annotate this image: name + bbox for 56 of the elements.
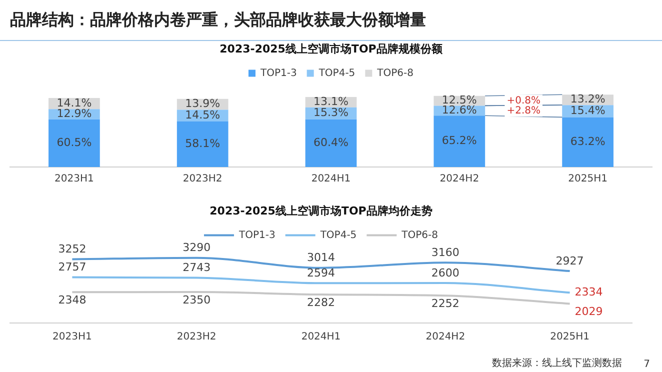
data-label: 60.5% xyxy=(56,136,92,150)
data-label: 14.1% xyxy=(56,96,92,110)
text: 品牌结构：品牌价格内卷严重，头部品牌收获最大份额增量 xyxy=(10,10,426,30)
bar xyxy=(176,121,228,167)
chart-title: 2023-2025线上空调市场TOP品牌均价走势 xyxy=(210,204,432,218)
data-label: 2252 xyxy=(431,296,460,310)
data-label: 14.5% xyxy=(185,108,220,122)
data-label: 2600 xyxy=(431,266,460,280)
legend-label: TOP6-8 xyxy=(400,230,438,241)
data-label: 2350 xyxy=(182,293,211,306)
legend-label: TOP4-5 xyxy=(318,68,356,79)
x-tick-label: 2023H2 xyxy=(176,332,216,343)
x-tick-label: 2024H2 xyxy=(440,174,480,185)
legend-label: TOP6-8 xyxy=(376,68,414,79)
annotation: +2.8% xyxy=(506,105,540,116)
x-tick-label: 2025H1 xyxy=(568,174,608,185)
x-tick-label: 2025H1 xyxy=(550,332,590,343)
data-label: 2743 xyxy=(182,261,211,274)
x-tick-label: 2024H2 xyxy=(426,332,466,343)
x-tick-label: 2024H1 xyxy=(311,174,351,185)
data-label: 2927 xyxy=(556,254,584,268)
data-label: 60.4% xyxy=(314,136,348,150)
data-label: 13.1% xyxy=(314,95,348,108)
bar xyxy=(434,116,486,167)
data-label: 65.2% xyxy=(442,134,477,148)
data-label: 2348 xyxy=(58,293,86,306)
annotation: +0.8% xyxy=(506,95,540,106)
data-label: 2029 xyxy=(574,305,603,318)
data-label: 3252 xyxy=(58,242,86,256)
data-label: 15.4% xyxy=(570,104,606,117)
data-label: 2757 xyxy=(58,260,86,274)
x-tick-label: 2023H1 xyxy=(54,174,94,185)
legend-label: TOP1-3 xyxy=(259,68,297,79)
data-label: 2282 xyxy=(307,296,335,309)
data-label: 3290 xyxy=(182,241,211,254)
data-label: 2334 xyxy=(574,286,603,298)
data-label: 3160 xyxy=(431,246,460,259)
data-label: 15.3% xyxy=(314,106,348,120)
bar xyxy=(562,117,614,167)
data-label: 12.9% xyxy=(56,107,92,120)
bar xyxy=(305,119,357,167)
source-note: 数据来源：线上线下监测数据 xyxy=(492,356,622,370)
data-label: 58.1% xyxy=(185,136,220,150)
text: 7 xyxy=(644,359,650,370)
data-label: 3014 xyxy=(307,251,335,264)
legend-label: TOP1-3 xyxy=(238,230,276,241)
bar xyxy=(48,119,100,167)
data-label: 2594 xyxy=(307,266,335,280)
legend-label: TOP4-5 xyxy=(319,230,357,241)
data-label: 63.2% xyxy=(570,134,606,148)
chart-title: 2023-2025线上空调市场TOP品牌规模份额 xyxy=(220,42,444,56)
x-tick-label: 2023H1 xyxy=(52,332,92,343)
data-label: 13.9% xyxy=(185,97,220,110)
x-tick-label: 2024H1 xyxy=(301,332,341,343)
x-tick-label: 2023H2 xyxy=(182,174,222,185)
data-label: 13.2% xyxy=(570,92,606,106)
